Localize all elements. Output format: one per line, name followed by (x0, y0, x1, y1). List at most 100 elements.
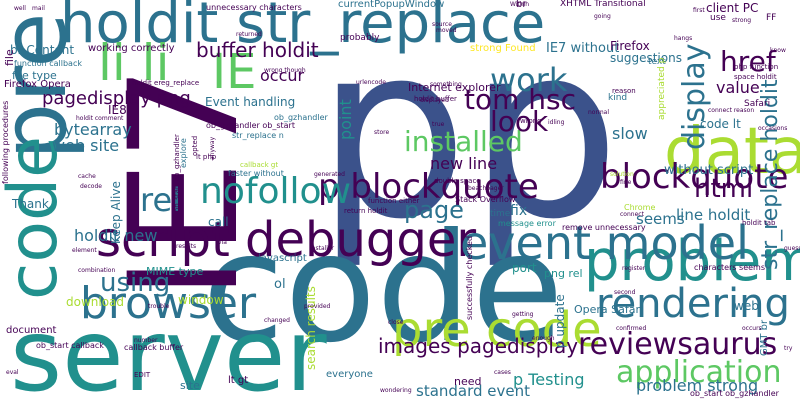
word-confirmed: confirmed (616, 325, 647, 332)
word-register: register (622, 265, 646, 272)
word-stack-overflow: Stack Overflow (455, 195, 516, 204)
word-event-model: event model (460, 216, 749, 270)
word-enough: enough (532, 335, 555, 342)
word-application: application (616, 355, 782, 390)
word-close: close (388, 319, 404, 326)
word-number: number (134, 337, 158, 344)
word-ie: IE (212, 44, 257, 100)
word-return-holdit: return holdit (344, 207, 388, 215)
word-message-error: message error (498, 219, 556, 228)
word-bytearray: bytearray (54, 120, 132, 139)
word-working-correctly: working correctly (88, 43, 175, 54)
word-buffer-holdit: buffer holdit (196, 38, 319, 62)
word-decode: decode (80, 183, 102, 190)
word-keep-alive: Keep Alive (109, 181, 123, 244)
word-firefox: Firefox (610, 39, 650, 53)
word-work: work (490, 61, 568, 99)
word-following-procedures: following procedures (1, 100, 10, 184)
word-str-replace-n: str_replace n (232, 131, 284, 140)
word-know: know (770, 47, 786, 54)
word-via: via (218, 239, 227, 246)
word-holdit-comment: holdit comment (76, 115, 124, 122)
word-strong: strong (732, 17, 752, 24)
word-lt-gt: lt gt (228, 375, 249, 386)
word-using: using (100, 268, 171, 298)
word-everyone: everyone (326, 369, 373, 380)
word-p-update: p update (553, 294, 567, 348)
word-second: second (614, 289, 636, 296)
word-problem-strong: problem strong (636, 376, 759, 395)
word-successfully-checked: successfully checked (465, 235, 474, 320)
word-current-popup-window: currentPopupWindow (338, 0, 445, 10)
word-new-line: new line (430, 154, 498, 173)
word-going: going (594, 13, 611, 20)
word-window: window (178, 293, 224, 307)
word-double-space: double space (434, 177, 481, 185)
word-provided: provided (304, 303, 331, 310)
word-code-vert: code (0, 136, 73, 300)
word-occur: occur (260, 66, 305, 85)
word-normal: normal (588, 109, 610, 116)
word-returned: returned (236, 31, 262, 38)
word-html: html (694, 174, 754, 204)
word-space-holdit: space holdit (734, 73, 777, 81)
word-faster-without: faster without (228, 169, 284, 178)
word-callback-buffer: callback buffer (124, 343, 184, 352)
word-browser: browser (80, 278, 257, 329)
word-br-content: br Content (10, 43, 75, 57)
word-urlencode: urlencode (356, 79, 386, 86)
word-reviewsaurus: reviewsaurus (578, 327, 778, 362)
word-nofollow: nofollow (200, 171, 352, 212)
word-ob-start-callback: ob_start callback (36, 341, 104, 350)
word-line-holdit: line holdit (676, 206, 751, 224)
word-getting: getting (512, 311, 534, 318)
word-holdit-str-replace: holdit str_replace (60, 0, 546, 56)
word-href: href (720, 45, 776, 78)
word-hangs: hangs (674, 35, 693, 42)
word-moved: moved (436, 27, 457, 34)
word-holdit-buffer: holdit buffer (414, 95, 457, 103)
word-safari: Safari (744, 99, 771, 109)
word-p-2: p (468, 0, 621, 272)
word-first: first (693, 7, 705, 14)
word-point: point (336, 99, 355, 140)
word-display: display (677, 43, 712, 150)
word-ie7-without: IE7 without (546, 41, 620, 56)
word-characters-seems: characters seems (694, 263, 765, 272)
word-holdit-ereg-replace: holdit ereg_replace (132, 79, 200, 87)
word-need: need (454, 375, 482, 388)
word-code-big: code (202, 202, 564, 376)
word-unnecessary-characters: unnecessary characters (206, 3, 302, 12)
word-store: store (374, 129, 390, 136)
word-solution: solution (610, 171, 634, 178)
word-probably: probably (340, 33, 380, 43)
word-lt-php: lt php (196, 153, 217, 161)
word-internet-explorer: Internet explorer (408, 81, 501, 94)
word-chrome: Chrome (624, 203, 656, 212)
word-wondering: wondering (380, 387, 412, 394)
word-anyway: anyway (209, 136, 216, 160)
word-cases: cases (494, 369, 511, 376)
word-suggestions: suggestions (610, 51, 682, 65)
word-search-results: search results (304, 286, 318, 370)
word-results: results (176, 243, 197, 250)
word-problem: problem (584, 229, 800, 294)
word-port: port (512, 261, 537, 275)
word-connect-reason: connect reason (708, 107, 755, 114)
word-cache: cache (78, 173, 96, 180)
word-try: try (784, 345, 793, 352)
word-kind: kind (608, 93, 628, 103)
word-server: server (10, 297, 327, 400)
word-opera-safari: Opera Safari (574, 303, 644, 316)
word-png-rel: png rel (544, 267, 583, 280)
word-page: page (404, 196, 464, 224)
word-true: true (432, 121, 445, 128)
word-client-pc: client PC (706, 1, 759, 15)
word-li-li: li li (98, 34, 170, 92)
word-ob-start-ob-gzhandler-2: ob_start ob_gzhandler (690, 389, 779, 398)
word-call: call (208, 215, 229, 229)
word-within: Within (510, 1, 530, 8)
word-thank: Thank (12, 197, 49, 211)
word-ob-gzhandler: ob_gzhandler (274, 113, 328, 122)
word-displayed: displayed (420, 97, 449, 104)
